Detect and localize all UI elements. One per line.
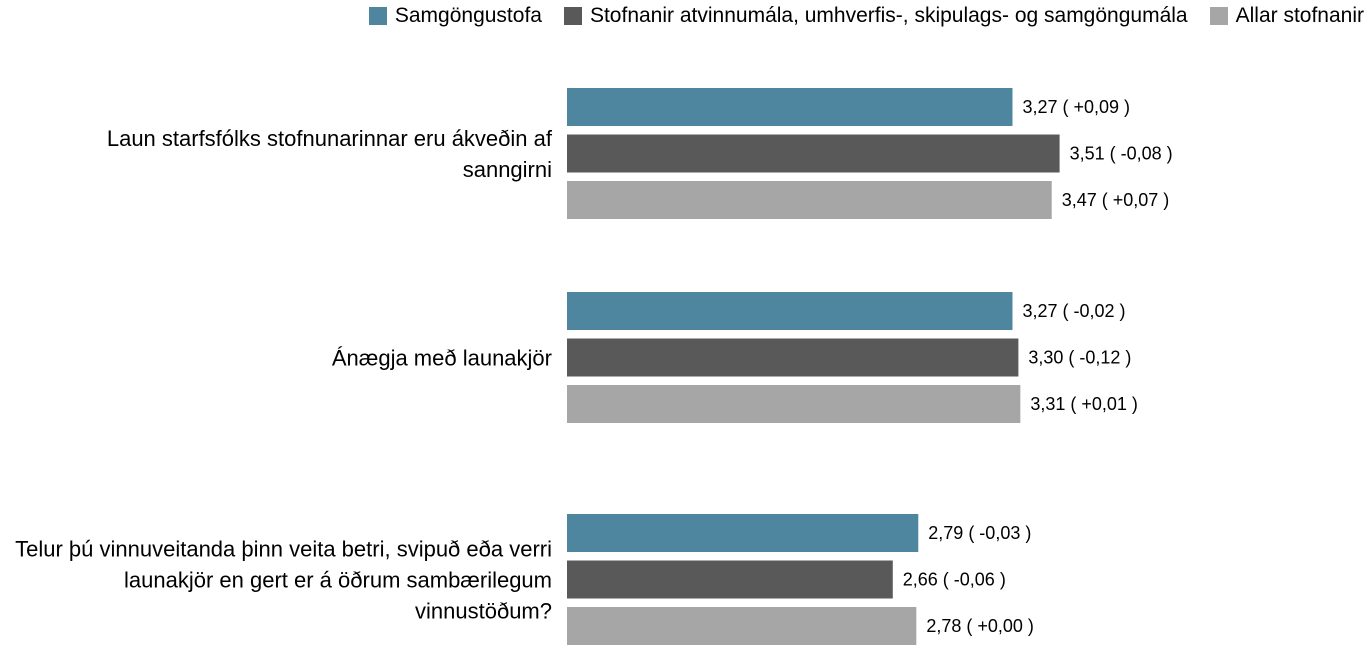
bar (567, 88, 1013, 126)
value-label: 3,30 ( -0,12 ) (1028, 347, 1131, 367)
category-label: Laun starfsfólks stofnunarinnar eru ákve… (106, 125, 552, 182)
bar (567, 338, 1019, 377)
value-label: 3,27 ( -0,02 ) (1022, 301, 1125, 321)
legend-label: Samgöngustofa (394, 4, 542, 27)
value-label: 3,31 ( +0,01 ) (1030, 394, 1138, 414)
legend: Samgöngustofa Stofnanir atvinnumála, umhv… (368, 4, 1364, 28)
category-label: Ánægja með launakjör (331, 345, 552, 370)
bar (567, 514, 919, 552)
category-label: Telur þú vinnuveitanda þinn veita betri,… (15, 536, 552, 623)
value-label: 2,78 ( +0,00 ) (926, 616, 1034, 636)
legend-label: Allar stofnanir (1235, 4, 1364, 27)
value-label: 3,51 ( -0,08 ) (1070, 143, 1173, 163)
value-label: 3,27 ( +0,09 ) (1022, 97, 1130, 117)
legend-item: Allar stofnanir (1209, 4, 1364, 28)
bar (567, 385, 1021, 423)
bar (567, 134, 1060, 173)
legend-swatch (563, 7, 582, 25)
bar (567, 560, 893, 599)
legend-label: Stofnanir atvinnumála, umhverfis-, skipu… (589, 4, 1188, 27)
legend-swatch (368, 7, 387, 25)
value-label: 3,47 ( +0,07 ) (1062, 190, 1170, 210)
bar (567, 607, 917, 645)
legend-swatch (1209, 7, 1228, 25)
bar (567, 292, 1013, 330)
value-label: 2,79 ( -0,03 ) (928, 523, 1031, 543)
legend-item: Samgöngustofa (368, 4, 542, 28)
value-label: 2,66 ( -0,06 ) (903, 569, 1006, 589)
bar (567, 181, 1052, 219)
legend-item: Stofnanir atvinnumála, umhverfis-, skipu… (563, 4, 1188, 28)
